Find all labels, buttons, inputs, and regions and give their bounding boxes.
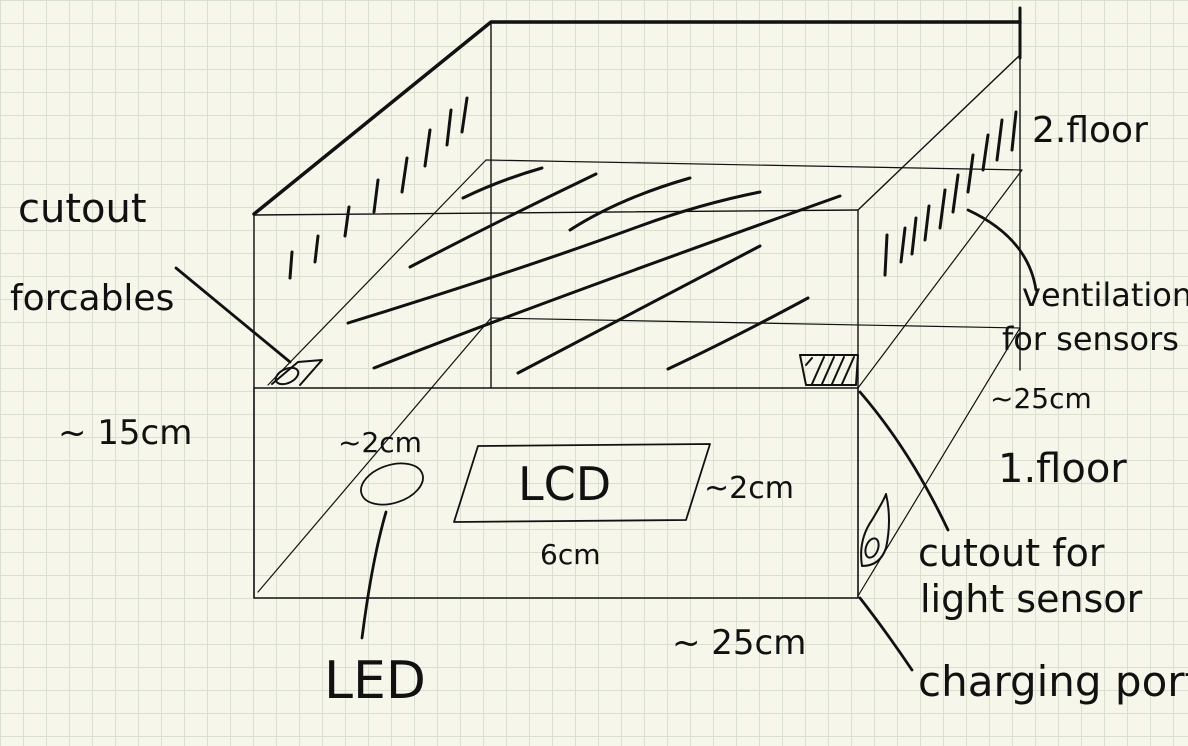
lcd-panel [453, 443, 711, 523]
light-sensor-cutout [799, 354, 950, 532]
shelf-left-diagonal [267, 159, 487, 386]
top-left-edge [252, 20, 1022, 216]
width-label: ~ 25cm [672, 623, 806, 663]
lcd-label: LCD [518, 457, 611, 511]
floor1-back-edge [490, 317, 1021, 329]
charging-port-label: charging port [918, 657, 1188, 706]
cutout-cables-label-1: cutout [18, 186, 147, 232]
charging-port-leader [858, 596, 914, 672]
charging-port [858, 493, 914, 672]
lcd-width-label: 6cm [540, 538, 600, 571]
depth-label: ~25cm [990, 382, 1092, 415]
second-floor-label: 2.floor [1032, 110, 1148, 151]
top-heavy-edges [252, 6, 1022, 216]
lcd-height-label: ~2cm [704, 471, 794, 506]
led-leader [360, 510, 388, 640]
light-sensor-leader [858, 390, 950, 532]
led-label: LED [324, 651, 426, 711]
front-top-edge [253, 209, 859, 216]
ventilation-ticks-left [288, 96, 469, 280]
cutout-light-label-1: cutout for [918, 531, 1105, 575]
height-label: ~ 15cm [58, 413, 192, 453]
cutout-light-label-2: light sensor [920, 577, 1143, 621]
led-size-label: ~2cm [338, 426, 422, 459]
first-floor-label: 1.floor [998, 446, 1127, 492]
floor1-left-diagonal [257, 317, 492, 593]
led-component [360, 462, 424, 640]
right-upper-diagonal [857, 54, 1021, 211]
shelf-back-edge [485, 159, 1023, 171]
ventilation-label-2: for sensors [1002, 320, 1179, 358]
ventilation-ticks-right [883, 110, 1018, 277]
ventilation-leader [966, 208, 1038, 292]
shelf-right-diagonal [857, 169, 1023, 389]
cable-cutout [174, 266, 323, 386]
box-outline [253, 21, 1023, 599]
cutout-cables-label-2: forcables [10, 278, 174, 319]
front-face-lower [253, 387, 859, 599]
ventilation-label-1: ventilation [1022, 276, 1188, 314]
shelf-hatching [346, 166, 842, 375]
cable-cutout-leader [174, 266, 292, 364]
